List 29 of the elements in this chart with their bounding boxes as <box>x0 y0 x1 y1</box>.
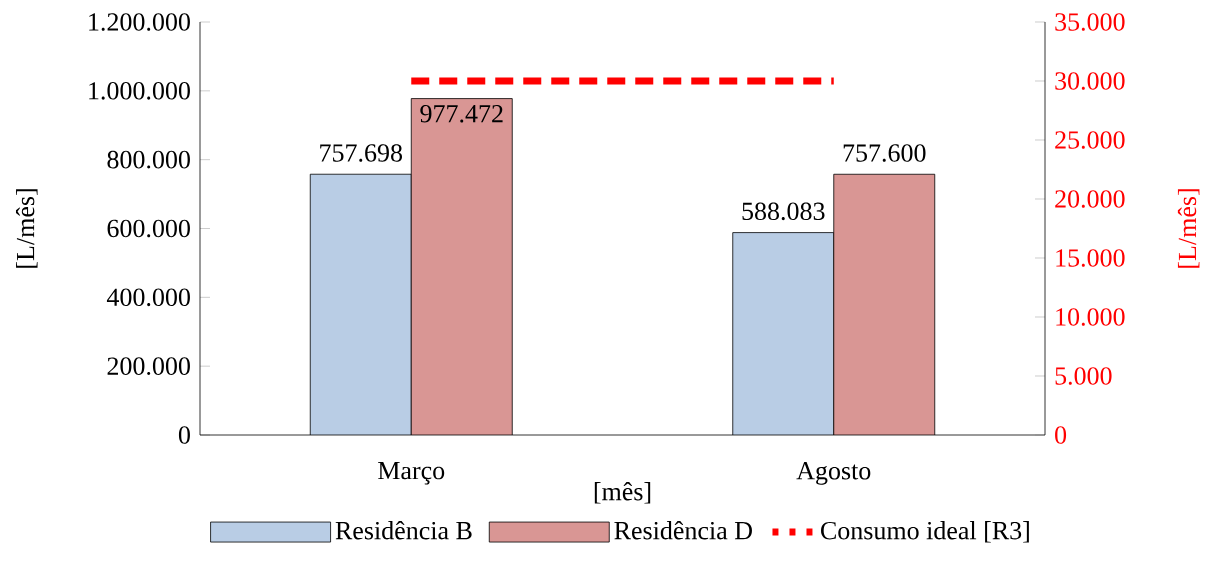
y2-tick-label: 35.000 <box>1055 13 1125 31</box>
y-tick-label: 1.200.000 <box>89 13 190 31</box>
x-tick-label: Agosto <box>796 462 871 485</box>
bar <box>310 174 412 435</box>
y-tick-label: 400.000 <box>106 288 190 307</box>
y2-tick-label: 25.000 <box>1055 131 1125 149</box>
bar <box>732 232 835 435</box>
y2-tick-label: 0 <box>1055 426 1067 444</box>
y-tick-label: 1.000.000 <box>89 82 190 100</box>
x-tick-label: Março <box>378 462 445 485</box>
y-tick-label: 600.000 <box>107 219 190 238</box>
y-tick-label: 800.000 <box>107 150 190 169</box>
y2-tick-label: 20.000 <box>1055 190 1125 208</box>
data-label: 588.083 <box>742 202 825 221</box>
legend-label: Residência D <box>614 521 752 540</box>
x-axis-title: [mês] <box>594 482 651 504</box>
y2-tick-label: 15.000 <box>1056 249 1125 267</box>
y-tick-label: 200.000 <box>107 357 190 375</box>
legend-label: Consumo ideal [R3] <box>821 521 1029 543</box>
data-label: 757.698 <box>320 144 402 162</box>
data-label: 977.472 <box>420 104 503 123</box>
y2-tick-label: 30.000 <box>1055 72 1125 90</box>
y-axis-title: [L/mês] <box>15 189 38 268</box>
y2-tick-label: 10.000 <box>1056 308 1125 326</box>
y2-axis-title: [L/mês] <box>1177 189 1200 268</box>
data-label: 757.600 <box>843 144 926 162</box>
legend-label: Residência B <box>335 521 472 540</box>
y-tick-label: 0 <box>178 426 190 444</box>
y2-tick-label: 5.000 <box>1055 367 1112 385</box>
